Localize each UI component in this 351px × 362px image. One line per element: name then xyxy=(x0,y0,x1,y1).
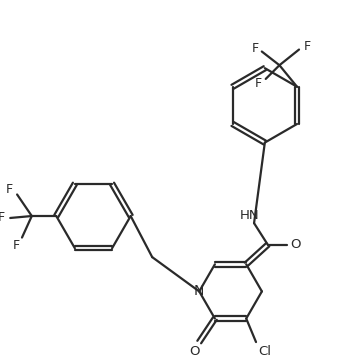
Text: N: N xyxy=(194,285,204,298)
Text: F: F xyxy=(303,40,310,53)
Text: F: F xyxy=(254,77,261,90)
Text: O: O xyxy=(290,238,300,251)
Text: F: F xyxy=(6,183,13,196)
Text: F: F xyxy=(251,42,259,55)
Text: F: F xyxy=(13,239,20,252)
Text: HN: HN xyxy=(239,209,259,222)
Text: Cl: Cl xyxy=(258,345,271,358)
Text: O: O xyxy=(189,345,200,358)
Text: F: F xyxy=(0,211,5,224)
